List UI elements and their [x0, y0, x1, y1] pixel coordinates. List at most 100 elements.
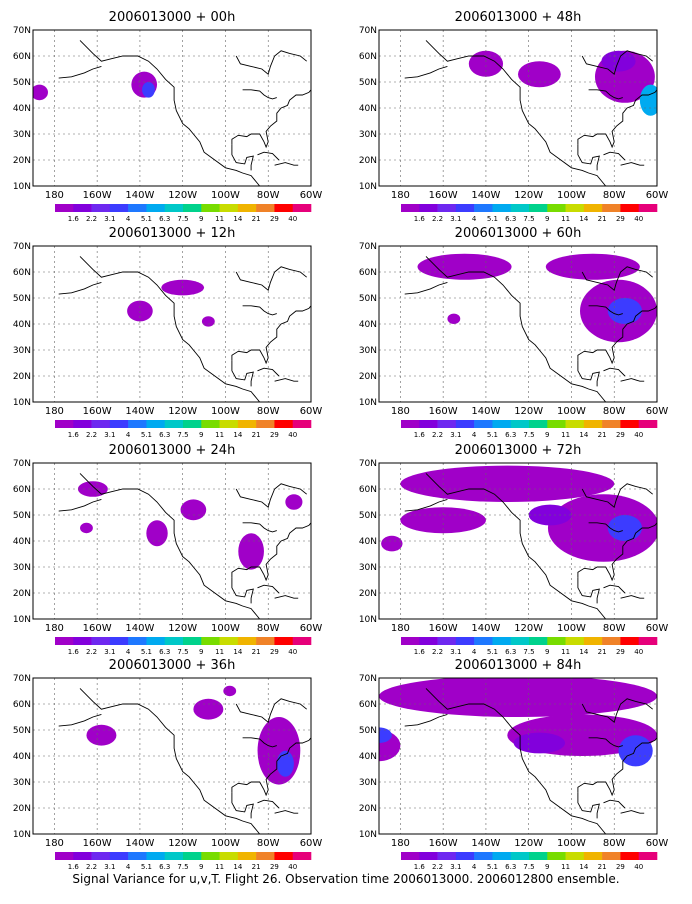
- lat-tick-label: 30N: [13, 563, 31, 573]
- legend-swatch: [237, 420, 257, 428]
- lat-tick-label: 20N: [13, 372, 31, 382]
- legend-level-label: 14: [579, 863, 588, 871]
- legend-level-label: 2.2: [86, 863, 97, 871]
- legend-level-label: 7.5: [523, 215, 534, 223]
- legend-level-label: 40: [288, 648, 297, 656]
- map-area: [33, 678, 311, 834]
- legend-level-label: 29: [616, 863, 625, 871]
- coastline: [79, 40, 261, 186]
- legend-swatch: [620, 637, 640, 645]
- legend-level-label: 4: [472, 431, 477, 439]
- variance-region: [513, 732, 566, 754]
- legend-level-label: 14: [579, 431, 588, 439]
- legend-swatch: [455, 420, 475, 428]
- coastline: [404, 498, 448, 512]
- coastline: [577, 577, 600, 604]
- variance-region: [545, 253, 640, 280]
- legend-swatch: [419, 420, 438, 428]
- lat-tick-label: 50N: [13, 294, 31, 304]
- legend-level-label: 7.5: [177, 648, 188, 656]
- legend-swatch: [437, 204, 457, 212]
- lon-tick-label: 80W: [257, 190, 280, 201]
- legend-level-label: 14: [233, 215, 242, 223]
- legend-level-label: 29: [616, 431, 625, 439]
- legend-level-label: 5.1: [141, 215, 152, 223]
- coastline: [231, 89, 311, 149]
- legend-level-label: 11: [215, 431, 224, 439]
- panel-title: 2006013000 + 00h: [109, 10, 236, 25]
- legend-level-label: 40: [288, 863, 297, 871]
- lat-tick-label: 10N: [13, 182, 31, 192]
- legend-swatch: [274, 637, 294, 645]
- legend-level-label: 6.3: [159, 863, 170, 871]
- legend-level-label: 9: [199, 431, 203, 439]
- legend-level-label: 1.6: [414, 863, 426, 871]
- coastline: [79, 473, 261, 619]
- lon-tick-label: 80W: [603, 623, 626, 634]
- legend-swatch: [237, 637, 257, 645]
- lon-tick-label: 180: [391, 623, 410, 634]
- legend-level-label: 9: [545, 215, 549, 223]
- legend-swatch: [620, 204, 640, 212]
- coastline: [588, 522, 623, 533]
- lon-tick-label: 160W: [83, 190, 112, 201]
- lon-tick-label: 140W: [471, 190, 500, 201]
- legend-swatch: [55, 637, 74, 645]
- legend-swatch: [401, 637, 420, 645]
- lon-tick-label: 120W: [514, 623, 543, 634]
- coastline: [581, 698, 653, 723]
- lon-tick-label: 140W: [125, 623, 154, 634]
- legend-level-label: 1.6: [68, 431, 80, 439]
- lon-tick-label: 100W: [557, 190, 586, 201]
- lon-tick-label: 120W: [168, 190, 197, 201]
- coastline: [577, 144, 600, 171]
- lat-tick-label: 50N: [359, 294, 377, 304]
- variance-region: [447, 313, 461, 324]
- map-frame: [32, 29, 312, 187]
- variance-region: [80, 522, 93, 534]
- figure-caption: Signal Variance for u,v,T. Flight 26. Ob…: [72, 872, 620, 886]
- legend-swatch: [474, 204, 493, 212]
- lat-tick-label: 40N: [13, 320, 31, 330]
- panel-title: 2006013000 + 84h: [455, 658, 582, 673]
- lat-tick-label: 60N: [359, 485, 377, 495]
- legend-level-label: 1.6: [414, 648, 426, 656]
- lon-tick-label: 60W: [300, 623, 323, 634]
- legend-swatch: [510, 204, 530, 212]
- lon-tick-label: 180: [391, 406, 410, 417]
- legend-level-label: 6.3: [159, 215, 170, 223]
- lon-tick-label: 160W: [429, 190, 458, 201]
- legend-swatch: [256, 420, 275, 428]
- lat-tick-label: 10N: [359, 182, 377, 192]
- variance-region: [639, 84, 657, 116]
- legend-swatch: [164, 204, 184, 212]
- legend-swatch: [91, 420, 111, 428]
- legend-swatch: [547, 637, 566, 645]
- legend-swatch: [602, 420, 621, 428]
- variance-region: [381, 535, 403, 552]
- coastline: [577, 360, 600, 387]
- legend-level-label: 14: [233, 863, 242, 871]
- map-frame: [32, 462, 312, 620]
- coastline: [58, 713, 102, 727]
- legend-level-label: 29: [270, 648, 279, 656]
- map-frame: [378, 245, 658, 403]
- lat-tick-label: 10N: [13, 398, 31, 408]
- legend-level-label: 7.5: [177, 431, 188, 439]
- coastline: [577, 737, 657, 797]
- lon-tick-label: 60W: [646, 406, 669, 417]
- legend-level-label: 7.5: [177, 863, 188, 871]
- variance-region: [547, 494, 657, 562]
- legend-swatch: [292, 852, 312, 860]
- legend-level-label: 6.3: [505, 648, 516, 656]
- map-frame: [378, 677, 658, 835]
- legend-level-label: 3.1: [450, 863, 461, 871]
- lon-tick-label: 160W: [429, 838, 458, 849]
- legend-swatch: [547, 852, 566, 860]
- coastline: [231, 737, 311, 797]
- lat-tick-label: 10N: [359, 398, 377, 408]
- legend-level-label: 21: [598, 215, 607, 223]
- legend-swatch: [201, 852, 220, 860]
- coastline: [620, 378, 645, 382]
